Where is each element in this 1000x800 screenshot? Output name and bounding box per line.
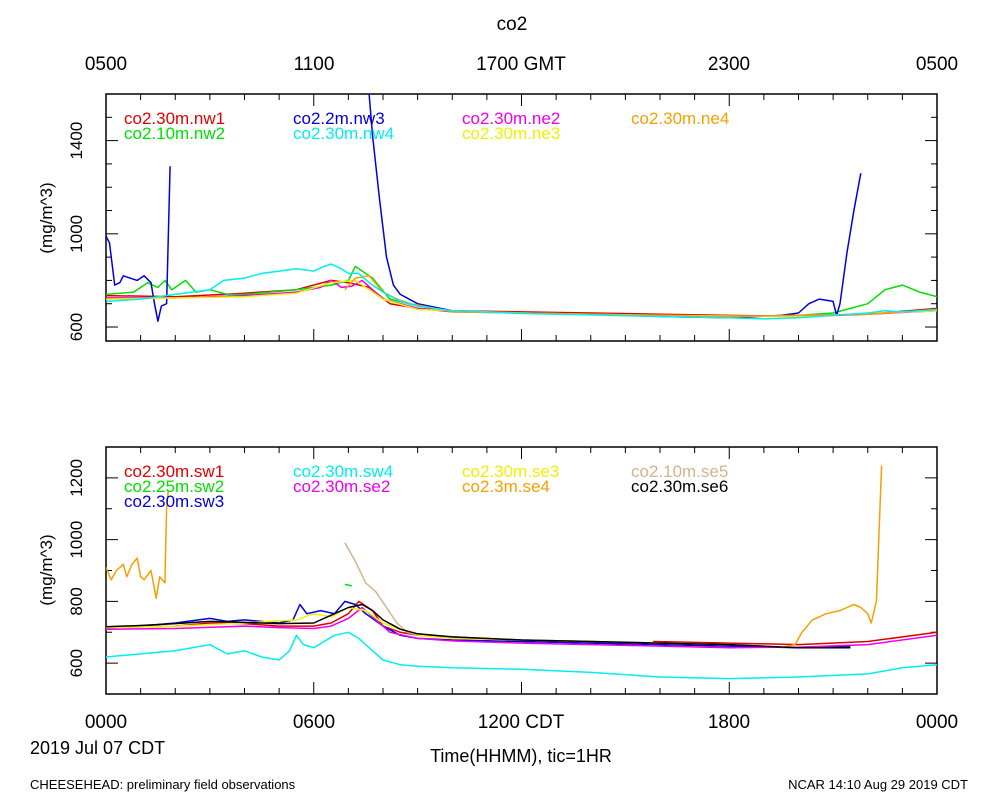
series-line-co2-10m-nw2 [106, 265, 937, 318]
figure-title: co2 [497, 14, 528, 35]
top-series-lines [106, 94, 937, 322]
legend-entry-se3: co2.30m.se3 [462, 462, 559, 481]
y-tick-label: 1000 [67, 521, 86, 559]
top-x-ticks [105, 94, 938, 341]
bottom-tick-label: 0600 [293, 712, 335, 733]
series-line-co2-30m-ne4 [344, 275, 937, 318]
series-line-co2-2m-nw3b [368, 94, 862, 319]
top-legend: co2.30m.nw1 co2.10m.nw2 co2.2m.nw3 co2.3… [124, 109, 729, 143]
legend-entry-ne4: co2.30m.ne4 [631, 109, 729, 128]
legend-entry-sw4: co2.30m.sw4 [293, 462, 393, 481]
top-tick-label: 2300 [708, 54, 750, 75]
bottom-x-ticks [105, 447, 938, 694]
series-line-co2-30m-se6 [106, 603, 851, 649]
y-tick-label: 600 [67, 649, 86, 677]
legend-entry-ne2: co2.30m.ne2 [462, 109, 560, 128]
y-tick-label: 600 [67, 313, 86, 341]
date-label: 2019 Jul 07 CDT [30, 738, 165, 758]
bottom-tick-label: 1200 CDT [478, 712, 565, 733]
series-line-co2-30m-ne3 [106, 279, 937, 318]
footer-right: NCAR 14:10 Aug 29 2019 CDT [788, 777, 968, 792]
bottom-tick-label: 0000 [916, 712, 958, 733]
top-time-axis-labels: 0500 1100 1700 GMT 2300 0500 [85, 54, 958, 75]
series-line-co2-30m-se2 [106, 606, 937, 649]
x-axis-label: Time(HHMM), tic=1HR [430, 746, 612, 766]
bottom-panel: 600 800 1000 1200 co2.30m.sw1 co2.25m.sw2 c… [67, 446, 938, 695]
y-tick-label: 1000 [67, 215, 86, 253]
legend-entry-sw1: co2.30m.sw1 [124, 462, 224, 481]
bottom-y-axis-label: (mg/m^3) [37, 534, 56, 605]
series-line-co2-2m-nw3 [106, 166, 171, 322]
bottom-tick-label: 1800 [708, 712, 750, 733]
top-y-ticks: 600 1000 1400 [67, 93, 937, 341]
series-line-co2-30m-sw4 [106, 631, 937, 680]
top-tick-label: 1700 GMT [476, 54, 566, 75]
bottom-legend: co2.30m.sw1 co2.25m.sw2 co2.30m.sw3 co2.… [124, 462, 728, 511]
bottom-series-lines [106, 465, 937, 680]
series-line-co2-3m-se4b [781, 465, 883, 649]
legend-entry-ne3: co2.30m.ne3 [462, 124, 560, 143]
series-line-co2-30m-nw1 [106, 279, 937, 318]
y-tick-label: 1200 [67, 459, 86, 497]
legend-entry-se6: co2.30m.se6 [631, 477, 728, 496]
legend-entry-nw4: co2.30m.nw4 [293, 124, 394, 143]
top-tick-label: 1100 [294, 54, 335, 75]
top-y-axis-label: (mg/m^3) [37, 182, 56, 253]
top-tick-label: 0500 [916, 54, 958, 75]
legend-entry-se5: co2.10m.se5 [631, 462, 728, 481]
y-tick-label: 1400 [67, 122, 86, 160]
series-line-co2-3m-se4 [106, 490, 170, 600]
bottom-time-axis-labels: 0000 0600 1200 CDT 1800 0000 [85, 712, 958, 733]
series-line-co2-30m-sw1b [653, 631, 937, 646]
y-tick-label: 800 [67, 587, 86, 615]
legend-entry-nw1: co2.30m.nw1 [124, 109, 225, 128]
bottom-tick-label: 0000 [85, 712, 127, 733]
legend-entry-se4: co2.3m.se4 [462, 477, 550, 496]
series-line-co2-30m-ne2 [106, 279, 937, 318]
legend-entry-nw2: co2.10m.nw2 [124, 124, 225, 143]
footer-left: CHEESEHEAD: preliminary field observatio… [30, 777, 296, 792]
top-panel: 600 1000 1400 co2.30m.nw1 co2.10m.nw2 co2.… [67, 93, 938, 342]
legend-entry-sw2: co2.25m.sw2 [124, 477, 224, 496]
legend-entry-se2: co2.30m.se2 [293, 477, 390, 496]
legend-entry-sw3: co2.30m.sw3 [124, 492, 224, 511]
series-line-co2-30m-nw4 [106, 263, 937, 320]
legend-entry-nw3: co2.2m.nw3 [293, 109, 385, 128]
series-line-co2-25m-sw2 [344, 583, 352, 587]
top-tick-label: 0500 [85, 54, 127, 75]
